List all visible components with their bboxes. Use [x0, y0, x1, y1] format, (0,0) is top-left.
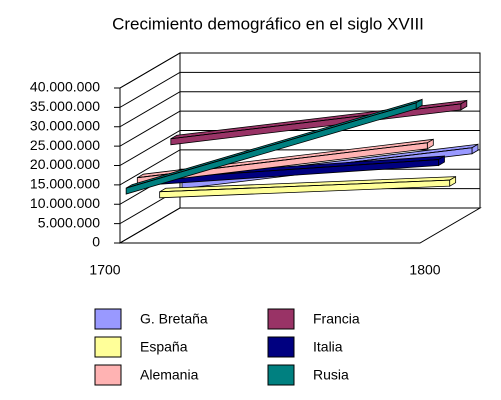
y-tick-label: 0 — [92, 234, 100, 250]
x-tick-label: 1800 — [409, 262, 440, 278]
grid-line — [119, 52, 480, 89]
wall — [118, 207, 482, 244]
legend-label: Alemania — [140, 367, 199, 383]
legend-label: G. Bretaña — [140, 311, 208, 327]
series-line — [159, 179, 450, 193]
legend-swatch — [94, 364, 122, 386]
y-tick-label: 40.000.000 — [30, 79, 100, 95]
y-tick-label: 5.000.000 — [38, 214, 100, 230]
grid-line — [119, 130, 480, 166]
y-tick-label: 20.000.000 — [30, 156, 100, 172]
y-tick-label: 15.000.000 — [30, 176, 100, 192]
legend-swatch — [267, 364, 295, 386]
legend-swatch — [267, 336, 295, 358]
legend-swatch — [267, 308, 295, 330]
legend-label: Rusia — [313, 367, 349, 383]
y-tick-label: 30.000.000 — [30, 117, 100, 133]
grid-line — [119, 91, 480, 128]
y-tick-label: 35.000.000 — [30, 98, 100, 114]
series-line — [126, 102, 417, 189]
legend-swatch — [94, 308, 122, 330]
chart-title: Crecimiento demográfico en el siglo XVII… — [112, 14, 424, 33]
grid-line — [119, 207, 480, 244]
grid-line — [119, 71, 480, 108]
y-tick-label: 25.000.000 — [30, 137, 100, 153]
legend-label: España — [140, 339, 188, 355]
legend-label: Italia — [313, 339, 343, 355]
legend-label: Francia — [313, 311, 360, 327]
x-tick-label: 1700 — [89, 262, 120, 278]
legend-swatch — [94, 336, 122, 358]
y-tick-label: 10.000.000 — [30, 195, 100, 211]
